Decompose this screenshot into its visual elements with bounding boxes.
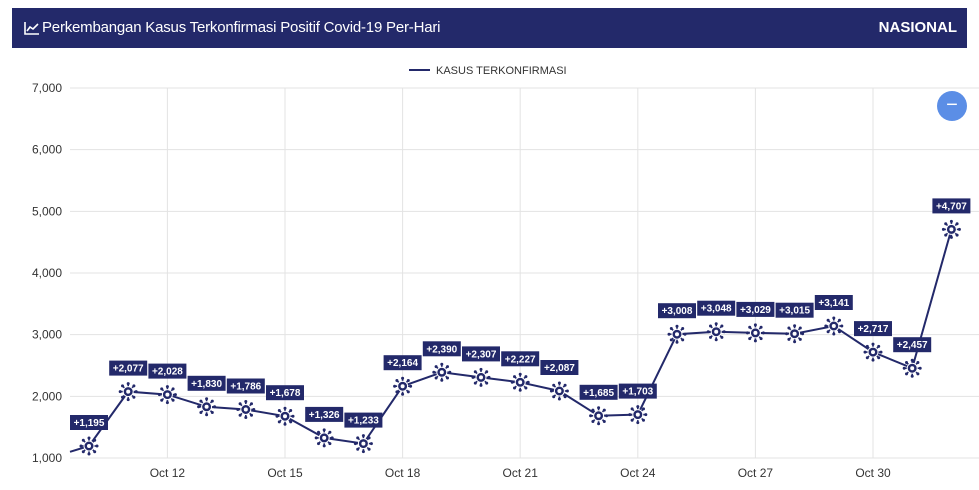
data-point — [79, 436, 99, 456]
legend-label: KASUS TERKONFIRMASI — [436, 65, 567, 77]
data-label: +3,141 — [818, 298, 849, 309]
x-tick-label: Oct 15 — [267, 466, 303, 480]
data-label-box — [383, 355, 422, 371]
x-tick-label: Oct 24 — [620, 466, 656, 480]
data-point — [941, 219, 961, 239]
data-label-box — [305, 406, 344, 422]
data-label: +2,077 — [113, 364, 144, 375]
chart-title-wrap: Perkembangan Kasus Terkonfirmasi Positif… — [24, 8, 440, 48]
data-label-box — [109, 360, 148, 376]
y-tick-label: 4,000 — [32, 266, 62, 280]
data-label: +3,048 — [701, 304, 732, 315]
data-label-box — [422, 341, 461, 357]
y-tick-label: 6,000 — [32, 143, 62, 157]
data-point — [118, 382, 138, 402]
data-label-box — [148, 363, 187, 379]
x-tick-label: Oct 21 — [503, 466, 539, 480]
data-label-box — [618, 383, 657, 399]
y-tick-label: 7,000 — [32, 81, 62, 95]
data-label: +2,028 — [152, 367, 183, 378]
data-label: +2,307 — [466, 349, 497, 360]
data-label: +1,233 — [348, 416, 379, 427]
data-label: +3,015 — [779, 306, 810, 317]
y-tick-label: 1,000 — [32, 451, 62, 465]
x-tick-label: Oct 30 — [855, 466, 891, 480]
data-point — [314, 428, 334, 448]
data-label-box — [854, 321, 892, 337]
data-label: +1,678 — [270, 388, 301, 399]
data-label: +1,326 — [309, 410, 340, 421]
data-label-box — [775, 302, 814, 318]
data-label-box — [70, 415, 108, 430]
line-chart-icon — [24, 22, 39, 35]
data-label-box — [344, 412, 383, 428]
data-point — [393, 376, 413, 396]
x-tick-label: Oct 27 — [738, 466, 774, 480]
data-label-box — [932, 198, 971, 214]
data-point — [236, 400, 256, 419]
data-label-box — [226, 378, 265, 394]
data-point — [785, 324, 805, 344]
data-point — [197, 397, 217, 417]
data-point — [706, 322, 726, 342]
data-point — [157, 385, 177, 405]
chart-header: Perkembangan Kasus Terkonfirmasi Positif… — [12, 8, 967, 48]
data-label-box — [658, 303, 696, 319]
data-label: +1,830 — [191, 379, 222, 390]
data-point — [863, 342, 883, 362]
data-point — [510, 372, 530, 392]
data-point — [667, 324, 687, 344]
data-label: +1,786 — [230, 382, 261, 393]
x-tick-label: Oct 18 — [385, 466, 421, 480]
data-label: +3,008 — [662, 306, 693, 317]
data-label: +1,685 — [583, 388, 614, 399]
line-chart: 1,000 2,000 3,000 4,000 5,000 6,000 7,000 Oct 1… — [32, 65, 979, 480]
region-label: NASIONAL — [878, 19, 957, 36]
x-tick-label: Oct 12 — [150, 466, 186, 480]
data-point — [275, 406, 295, 426]
data-point — [589, 406, 609, 426]
data-point — [471, 367, 491, 387]
data-label-box — [697, 300, 736, 316]
data-label: +1,195 — [74, 418, 105, 429]
data-label-box — [814, 295, 853, 310]
data-point — [549, 381, 569, 401]
data-label-box — [462, 346, 500, 362]
data-point — [745, 323, 765, 343]
data-label: +2,164 — [387, 358, 418, 369]
data-label: +3,029 — [740, 305, 771, 316]
data-label: +2,390 — [426, 344, 457, 355]
data-label: +2,227 — [505, 354, 536, 365]
data-label: +2,717 — [858, 324, 889, 335]
data-label-box — [266, 385, 304, 401]
data-label: +4,707 — [936, 201, 967, 212]
chart-title: Perkembangan Kasus Terkonfirmasi Positif… — [42, 19, 441, 36]
data-label-box — [540, 360, 579, 375]
data-point — [902, 358, 922, 378]
data-label-box — [893, 337, 932, 353]
data-label-box — [579, 384, 618, 400]
data-label: +1,703 — [622, 387, 653, 398]
data-point — [353, 434, 373, 454]
data-label-box — [187, 375, 226, 391]
y-tick-label: 3,000 — [32, 328, 62, 342]
data-label: +2,087 — [544, 363, 575, 374]
data-label-box — [501, 351, 540, 367]
y-tick-label: 5,000 — [32, 204, 62, 218]
data-label: +2,457 — [897, 340, 928, 351]
y-tick-label: 2,000 — [32, 389, 62, 403]
data-point — [432, 362, 452, 382]
data-point — [628, 405, 648, 425]
data-label-box — [736, 301, 775, 317]
data-point — [824, 316, 844, 336]
minus-icon[interactable]: − — [937, 91, 967, 121]
series-line — [69, 229, 953, 453]
